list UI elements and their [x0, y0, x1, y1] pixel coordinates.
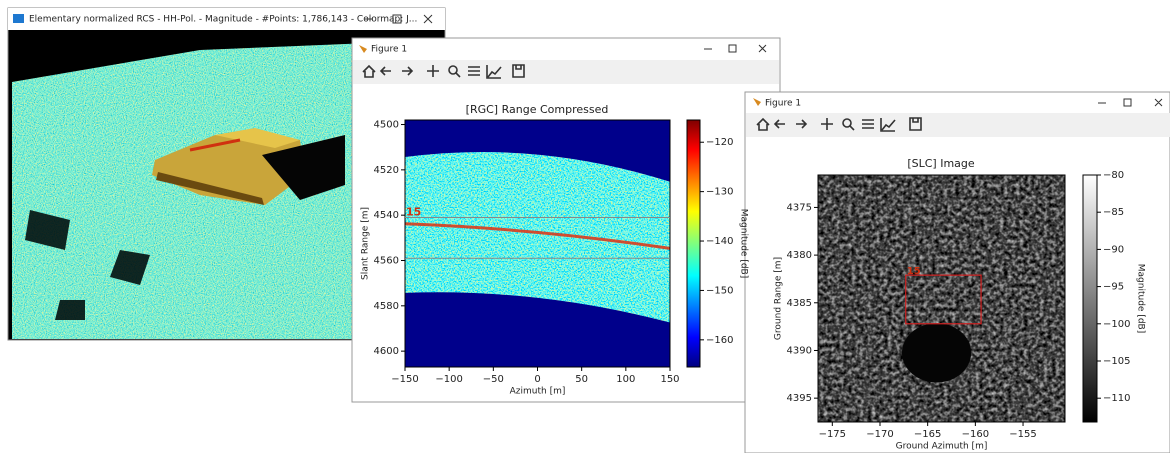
y-tick-label: 4380 [787, 250, 812, 261]
x-tick-label: −160 [962, 429, 989, 440]
y-tick-label: 4520 [374, 165, 399, 176]
annotation: 15 [907, 266, 921, 277]
toolbar-icons[interactable] [362, 64, 525, 79]
colorbar-label: Magnitude [dB] [1136, 264, 1146, 333]
toolbar-icons[interactable] [756, 117, 922, 132]
y-tick-label: 4540 [374, 210, 399, 221]
colorbar-tick-label: −85 [1103, 207, 1124, 218]
window-controls[interactable] [1098, 98, 1163, 107]
colorbar-tick-label: −80 [1103, 170, 1124, 181]
window-controls[interactable] [364, 14, 433, 24]
colorbar-tick-label: −120 [706, 137, 733, 148]
y-axis-label: Ground Range [m] [774, 257, 784, 340]
y-tick-label: 4500 [374, 120, 399, 131]
toolbar [746, 113, 1170, 137]
image-shadow [901, 323, 972, 383]
x-tick-label: −170 [866, 429, 893, 440]
app-icon [359, 45, 367, 53]
window-title: Figure 1 [371, 45, 407, 55]
x-tick-label: −150 [391, 374, 418, 385]
y-axis-label: Slant Range [m] [361, 207, 371, 280]
colorbar-tick-label: −95 [1103, 282, 1124, 293]
image-target-track [405, 222, 670, 250]
colorbar-tick-label: −90 [1103, 244, 1124, 255]
x-tick-label: −50 [483, 374, 504, 385]
window-title: Elementary normalized RCS - HH-Pol. - Ma… [29, 15, 417, 25]
colorbar [686, 119, 701, 368]
y-tick-label: 4390 [787, 345, 812, 356]
chart-title: [SLC] Image [907, 157, 975, 170]
colorbar-tick-label: −140 [706, 236, 733, 247]
point-cloud [12, 30, 444, 339]
x-tick-label: −165 [914, 429, 941, 440]
window-controls[interactable] [704, 44, 767, 53]
colorbar-tick-label: −150 [706, 285, 733, 296]
y-tick-label: 4600 [374, 346, 399, 357]
x-tick-label: 0 [534, 374, 540, 385]
app-icon [13, 14, 24, 23]
colorbar-tick-label: −130 [706, 187, 733, 198]
app-icon [753, 98, 761, 106]
colorbar-tick-label: −100 [1103, 319, 1130, 330]
annotation: 15 [406, 205, 421, 218]
window-title: Figure 1 [765, 99, 801, 109]
colorbar [1082, 174, 1098, 423]
y-tick-label: 4580 [374, 301, 399, 312]
y-tick-label: 4395 [787, 393, 812, 404]
colorbar-tick-label: −160 [706, 335, 733, 346]
y-tick-label: 4560 [374, 255, 399, 266]
plot-frame [817, 174, 1066, 423]
x-tick-label: −155 [1009, 429, 1036, 440]
colorbar-label: Magnitude [dB] [739, 209, 749, 278]
x-tick-label: 100 [616, 374, 635, 385]
x-tick-label: −100 [435, 374, 462, 385]
y-tick-label: 4385 [787, 298, 812, 309]
toolbar [353, 60, 779, 84]
x-tick-label: 150 [660, 374, 679, 385]
chart-title: [RGC] Range Compressed [466, 103, 609, 116]
heatmap-image [818, 175, 1065, 422]
image-target [906, 281, 977, 311]
x-tick-label: 50 [575, 374, 588, 385]
colorbar-tick-label: −110 [1103, 393, 1130, 404]
x-axis-label: Ground Azimuth [m] [896, 442, 988, 452]
title-bar [8, 8, 445, 30]
colorbar-tick-label: −105 [1103, 356, 1130, 367]
x-tick-label: −175 [819, 429, 846, 440]
x-axis-label: Azimuth [m] [510, 387, 566, 397]
y-tick-label: 4375 [787, 202, 812, 213]
annotation-box [905, 274, 982, 325]
heatmap-image [405, 120, 670, 367]
